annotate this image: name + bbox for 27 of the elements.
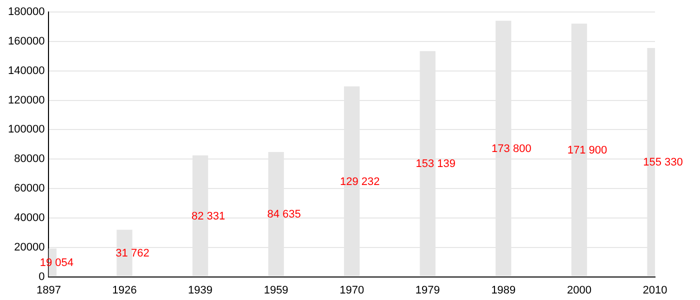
data-label: 82 331: [191, 210, 226, 222]
x-tick-label: 1970: [340, 284, 364, 296]
y-tick-label: 20000: [14, 241, 45, 254]
data-label: 171 900: [567, 144, 608, 156]
x-tick-label: 1926: [112, 284, 137, 296]
y-tick-label: 0: [38, 270, 45, 283]
x-tick-label: 1897: [36, 284, 61, 296]
x-tick-label: 2010: [642, 284, 668, 296]
data-label: 155 330: [643, 156, 683, 169]
y-tick-label: 120000: [8, 94, 45, 106]
y-tick-label: 160000: [8, 35, 45, 48]
y-tick-label: 180000: [8, 6, 45, 18]
x-tick-label: 2000: [566, 284, 592, 296]
data-label: 31 762: [116, 247, 150, 260]
x-tick-label: 1939: [188, 284, 213, 296]
x-tick-label: 1989: [491, 284, 516, 296]
data-label: 129 232: [340, 176, 380, 188]
data-label: 173 800: [492, 142, 532, 155]
y-tick-label: 40000: [14, 212, 45, 224]
data-label: 84 635: [267, 208, 301, 221]
y-tick-label: 80000: [14, 153, 45, 166]
x-tick-label: 1979: [415, 284, 440, 296]
data-label: 153 139: [416, 158, 456, 170]
y-tick-label: 60000: [14, 182, 45, 195]
y-tick-label: 140000: [8, 64, 45, 77]
y-tick-label: 100000: [8, 124, 45, 136]
x-tick-label: 1959: [264, 284, 288, 296]
